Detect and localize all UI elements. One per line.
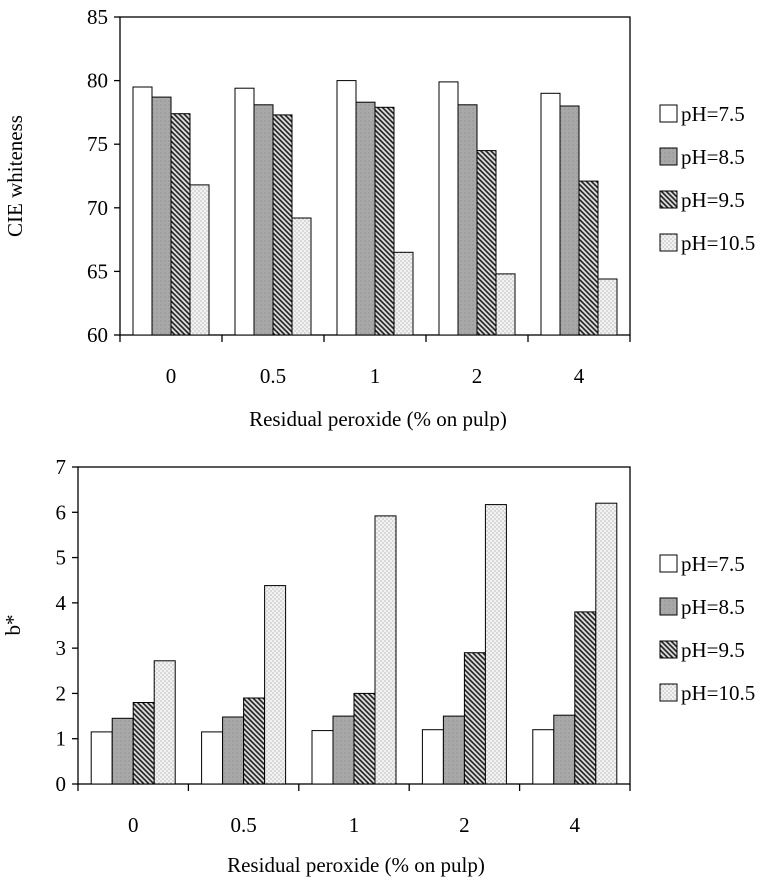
y-tick-label: 6	[56, 500, 67, 524]
bar-pH=10.5-0	[153, 660, 176, 785]
y-axis: 0 1 2 3 4 5 6 7	[56, 455, 78, 796]
bar-pH=8.5-0.5	[253, 104, 274, 336]
y-tick-label: 5	[56, 546, 67, 570]
y-tick-label: 65	[87, 259, 108, 283]
bar-pH=10.5-1	[374, 515, 397, 785]
y-tick-label: 3	[56, 636, 67, 660]
bar-pH=9.5-1	[374, 106, 395, 336]
bar-pH=10.5-4	[597, 278, 618, 336]
legend-label: pH=9.5	[681, 188, 745, 212]
bar-pH=10.5-0	[189, 184, 210, 336]
bar-pH=9.5-0	[132, 702, 155, 785]
x-tick-label: 4	[574, 364, 585, 388]
bar-pH=8.5-0	[111, 717, 134, 785]
legend-swatch	[659, 233, 678, 252]
bar-pH=7.5-0.5	[201, 731, 224, 785]
x-tick-label: 1	[349, 813, 360, 837]
y-tick-label: 60	[87, 323, 108, 347]
legend-label: pH=8.5	[681, 595, 745, 619]
bar-pH=9.5-2	[463, 652, 486, 785]
bar-pH=9.5-0	[170, 113, 191, 336]
x-tick-label: 0	[128, 813, 139, 837]
legend-swatch	[659, 190, 678, 209]
legend-swatch	[659, 554, 678, 573]
x-axis-label: Residual peroxide (% on pulp)	[227, 853, 485, 877]
legend-label: pH=7.5	[681, 102, 745, 126]
bar-pH=10.5-0.5	[291, 217, 312, 336]
bar-pH=7.5-0	[132, 86, 153, 336]
bar-pH=7.5-1	[311, 730, 334, 785]
bar-pH=8.5-1	[355, 101, 376, 336]
x-tick-label: 1	[370, 364, 381, 388]
bar-pH=9.5-4	[574, 611, 597, 785]
bar-pH=10.5-1	[393, 251, 414, 336]
bar-pH=8.5-0	[151, 96, 172, 336]
y-tick-label: 70	[87, 196, 108, 220]
bar-pH=10.5-2	[484, 504, 507, 785]
legend-swatch	[659, 683, 678, 702]
bar-pH=8.5-0.5	[222, 716, 245, 785]
x-tick-label: 4	[570, 813, 581, 837]
y-tick-label: 2	[56, 681, 67, 705]
legend-label: pH=9.5	[681, 638, 745, 662]
bar-pH=7.5-4	[532, 729, 555, 785]
y-tick-label: 1	[56, 727, 67, 751]
bar-pH=7.5-2	[421, 729, 444, 785]
bar-pH=8.5-4	[553, 714, 576, 785]
x-tick-label: 0.5	[230, 813, 256, 837]
y-tick-label: 85	[87, 5, 108, 29]
legend-swatch	[659, 597, 678, 616]
x-tick-label: 2	[472, 364, 483, 388]
x-axis-label: Residual peroxide (% on pulp)	[249, 407, 507, 431]
y-tick-label: 4	[56, 591, 67, 615]
bar-pH=7.5-2	[438, 81, 459, 336]
bars-group	[132, 80, 618, 336]
y-tick-label: 75	[87, 132, 108, 156]
legend: pH=7.5 pH=8.5 pH=9.5 pH=10.5	[659, 552, 755, 705]
bar-pH=9.5-1	[353, 692, 376, 785]
b-star-chart: 0 1 2 3 4 5 6 7 0 0.5 1 2 4 b* Residual peroxide (%…	[1, 455, 755, 877]
bar-pH=8.5-1	[332, 715, 355, 785]
legend-label: pH=7.5	[681, 552, 745, 576]
x-tick-label: 0	[166, 364, 177, 388]
y-axis: 60 65 70 75 80 85	[87, 5, 120, 347]
bar-pH=9.5-0.5	[243, 697, 266, 785]
bar-pH=8.5-2	[442, 715, 465, 785]
bar-pH=7.5-0.5	[234, 87, 255, 336]
y-tick-label: 7	[56, 455, 67, 479]
legend-swatch	[659, 147, 678, 166]
bar-pH=10.5-0.5	[264, 585, 287, 785]
bar-pH=10.5-4	[595, 502, 618, 785]
bars-group	[90, 502, 618, 785]
legend: pH=7.5 pH=8.5 pH=9.5 pH=10.5	[659, 102, 755, 255]
x-axis: 0 0.5 1 2 4	[119, 335, 631, 388]
legend-swatch	[659, 104, 678, 123]
legend-label: pH=8.5	[681, 145, 745, 169]
x-tick-label: 2	[459, 813, 470, 837]
bar-pH=8.5-2	[457, 104, 478, 336]
legend-label: pH=10.5	[681, 681, 755, 705]
bar-pH=8.5-4	[559, 105, 580, 336]
bar-pH=9.5-4	[578, 180, 599, 336]
y-axis-label: b*	[1, 615, 25, 636]
x-axis: 0 0.5 1 2 4	[77, 784, 631, 837]
whiteness-chart: 60 65 70 75 80 85 0 0.5 1 2 4 CIE whiteness Resid…	[3, 5, 755, 431]
bar-pH=7.5-1	[336, 80, 357, 336]
bar-pH=7.5-0	[90, 731, 113, 785]
bar-pH=9.5-0.5	[272, 114, 293, 336]
y-tick-label: 0	[56, 772, 67, 796]
x-tick-label: 0.5	[260, 364, 286, 388]
legend-swatch	[659, 640, 678, 659]
bar-pH=10.5-2	[495, 273, 516, 336]
bar-pH=9.5-2	[476, 150, 497, 336]
legend-label: pH=10.5	[681, 231, 755, 255]
y-axis-label: CIE whiteness	[3, 115, 27, 237]
bar-pH=7.5-4	[540, 92, 561, 336]
y-tick-label: 80	[87, 69, 108, 93]
